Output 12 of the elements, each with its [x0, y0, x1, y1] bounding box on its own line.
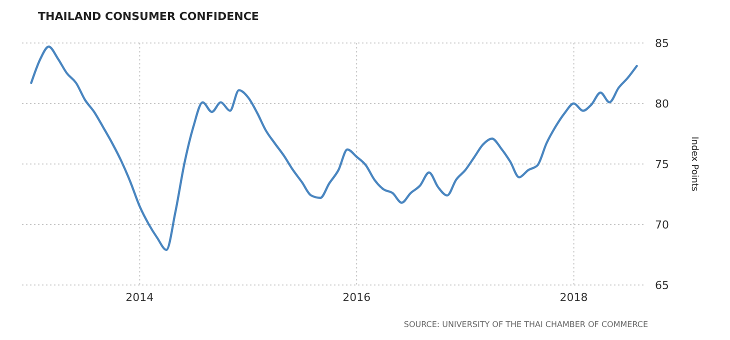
y-tick-label: 80	[655, 98, 669, 110]
x-tick-label: 2016	[342, 291, 371, 304]
source-note: SOURCE: UNIVERSITY OF THE THAI CHAMBER OF COMMERCE	[404, 320, 648, 329]
y-tick-label: 75	[655, 158, 669, 171]
chart-title: THAILAND CONSUMER CONFIDENCE	[38, 10, 259, 23]
y-axis-title: Index Points	[689, 136, 699, 192]
y-tick-label: 85	[655, 37, 669, 50]
line-series	[30, 46, 638, 252]
y-tick-label: 65	[655, 279, 669, 292]
x-tick-label: 2014	[126, 291, 154, 304]
x-tick-label: 2018	[560, 291, 588, 304]
y-tick-label: 70	[655, 218, 669, 232]
